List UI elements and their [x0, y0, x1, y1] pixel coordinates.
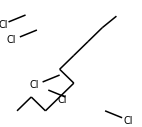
Text: Cl: Cl: [0, 20, 8, 30]
Text: Cl: Cl: [7, 35, 16, 45]
Text: Cl: Cl: [123, 116, 132, 126]
Text: Cl: Cl: [58, 96, 67, 105]
Text: Cl: Cl: [29, 80, 39, 90]
